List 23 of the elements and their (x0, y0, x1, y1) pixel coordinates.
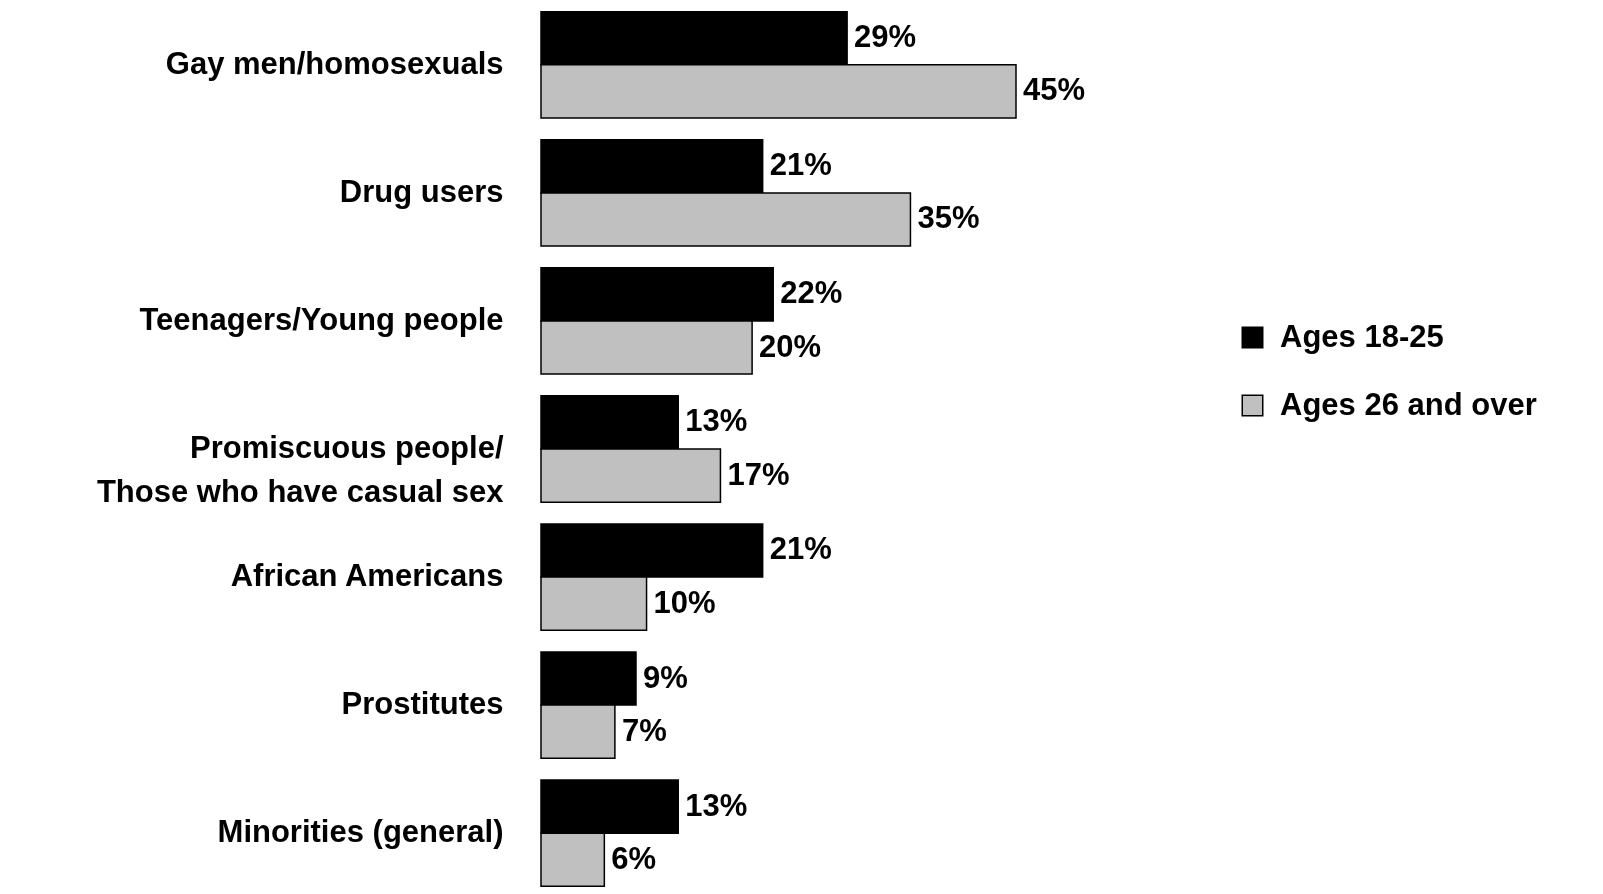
data-label: 21% (769, 147, 832, 183)
y-tick-label: Promiscuous people/ Those who have casual sex (96, 430, 505, 509)
y-tick-label: Teenagers/Young people (139, 301, 504, 337)
legend-label: Ages 18-25 (1280, 318, 1444, 354)
data-label: 20% (759, 328, 822, 364)
y-tick-label: Gay men/homosexuals (165, 45, 504, 81)
legend-label: Ages 26 and over (1280, 386, 1537, 422)
data-label: 9% (643, 659, 688, 695)
data-label: 13% (685, 403, 748, 439)
data-label: 21% (769, 531, 832, 567)
data-label: 29% (854, 19, 917, 55)
data-label: 22% (780, 275, 843, 311)
y-tick-label: Prostitutes (341, 686, 504, 722)
data-label: 10% (653, 584, 716, 620)
y-tick-label: Drug users (339, 173, 504, 209)
data-label: 35% (917, 200, 980, 236)
y-tick-label: Minorities (general) (217, 814, 504, 850)
data-label: 13% (685, 787, 748, 823)
y-tick-label: African Americans (230, 558, 504, 594)
data-label: 6% (611, 840, 657, 876)
data-label: 7% (621, 712, 667, 748)
data-label: 45% (1023, 72, 1086, 108)
data-label: 17% (727, 456, 790, 492)
